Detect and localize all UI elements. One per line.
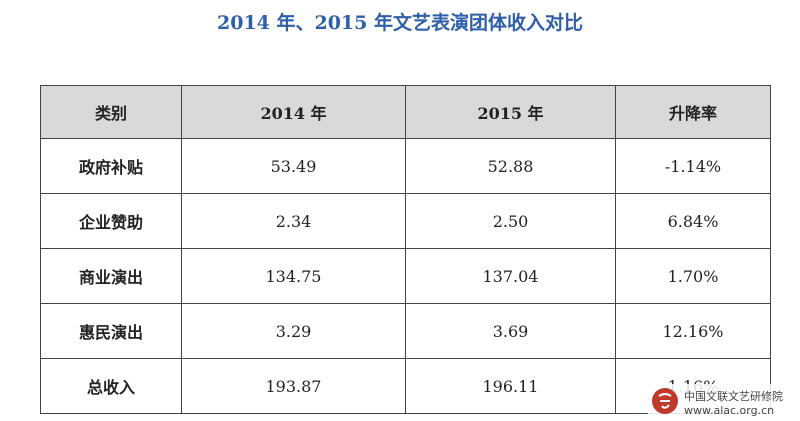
category-cell: 企业赞助 — [40, 193, 182, 249]
value-cell: 2.34 — [181, 193, 406, 249]
title: 2014 年、2015 年文艺表演团体收入对比 — [217, 12, 583, 34]
income-table: 类别 2014 年 2015 年升降率 政府补贴 53.49 52.88 -1.14% 企业… — [40, 85, 771, 414]
value-cell: 53.49 — [181, 138, 406, 194]
table-row: 惠民演出 3.29 3.69 12.16% — [40, 303, 771, 359]
value-cell: 134.75 — [181, 248, 406, 304]
table-row: 企业赞助 2.34 2.50 6.84% — [40, 193, 771, 249]
value-cell: -1.14% — [615, 138, 771, 194]
category-cell: 政府补贴 — [40, 138, 182, 194]
header-cell: 2015 年 — [405, 85, 616, 139]
logo — [652, 388, 678, 414]
header-cell: 升降率 — [615, 85, 771, 139]
value-cell: 12.16% — [615, 303, 771, 359]
watermark: 中国文联文艺研修院 www.alac.org.cn — [648, 384, 800, 421]
header-cell: 2014 年 — [181, 85, 406, 139]
watermark-url: www.alac.org.cn — [684, 404, 775, 417]
value-cell: 3.29 — [181, 303, 406, 359]
header-cell: 类别 — [40, 85, 182, 139]
table-body: 政府补贴 53.49 52.88 -1.14% 企业赞助 2.34 2.50 6.84% 商业演… — [40, 138, 771, 414]
value-cell: 196.11 — [405, 358, 616, 414]
table-row: 商业演出 134.75 137.04 1.70% — [40, 248, 771, 304]
header-row: 类别 2014 年 2015 年升降率 — [40, 85, 771, 139]
category-cell: 商业演出 — [40, 248, 182, 304]
value-cell: 2.50 — [405, 193, 616, 249]
table-row: 政府补贴 53.49 52.88 -1.14% — [40, 138, 771, 194]
value-cell: 1.70% — [615, 248, 771, 304]
value-cell: 193.87 — [181, 358, 406, 414]
value-cell: 137.04 — [405, 248, 616, 304]
value-cell: 52.88 — [405, 138, 616, 194]
category-cell: 总收入 — [40, 358, 182, 414]
value-cell: 3.69 — [405, 303, 616, 359]
category-cell: 惠民演出 — [40, 303, 182, 359]
value-cell: 6.84% — [615, 193, 771, 249]
watermark-name: 中国文联文艺研修院 — [684, 390, 783, 403]
